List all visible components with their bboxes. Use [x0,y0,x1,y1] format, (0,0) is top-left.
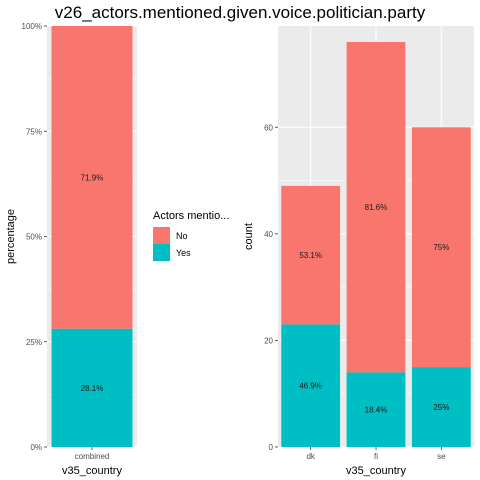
bar-label-yes: 28.1% [81,384,104,393]
x-axis-title: v35_country [62,465,122,477]
bar-yes [51,328,133,447]
x-tick-label: dk [306,452,315,461]
bar-label-yes: 46.9% [299,382,322,391]
y-tick-label: 0 [269,443,274,452]
y-tick-label: 60 [264,123,273,132]
y-tick-label: 40 [264,230,273,239]
legend-title: Actors mentio... [153,210,229,222]
legend-label-yes: Yes [176,248,191,258]
bar-no [346,41,406,373]
y-tick-label: 75% [26,127,42,136]
y-tick-label: 20 [264,336,273,345]
x-axis-title: v35_country [346,465,406,477]
y-tick-label: 50% [26,233,42,242]
bar-yes [281,324,341,447]
legend-swatch-no [153,227,170,244]
x-tick-label: se [437,452,446,461]
right-panel: 0 20 40 60 53.1% 46.9% dk 81.6% 18.4% fi 75% 25% se v… [243,26,474,477]
y-tick-label: 0% [30,443,42,452]
left-panel: 0% 25% 50% 75% 100% 71.9% 28.1% combined v35_cou… [5,22,137,477]
y-tick-label: 25% [26,338,42,347]
bar-label-no: 53.1% [299,251,322,260]
bar-label-no: 75% [433,243,449,252]
legend: Actors mentio... No Yes [153,210,229,261]
y-tick-label: 100% [22,22,42,31]
chart-title: v26_actors.mentioned.given.voice.politic… [55,3,426,22]
bar-label-yes: 25% [433,403,449,412]
legend-label-no: No [176,231,188,241]
legend-swatch-yes [153,244,170,261]
y-axis-title: count [243,223,255,250]
x-tick-label: combined [75,452,110,461]
x-tick-label: fi [374,452,378,461]
y-axis-title: percentage [5,209,17,264]
bar-label-yes: 18.4% [365,406,388,415]
bar-no [411,127,471,368]
bar-label-no: 71.9% [81,173,104,182]
bar-label-no: 81.6% [365,203,388,212]
bar-yes [411,367,471,447]
bar-no [51,26,133,329]
bar-no [281,185,341,325]
bar-yes [346,372,406,447]
